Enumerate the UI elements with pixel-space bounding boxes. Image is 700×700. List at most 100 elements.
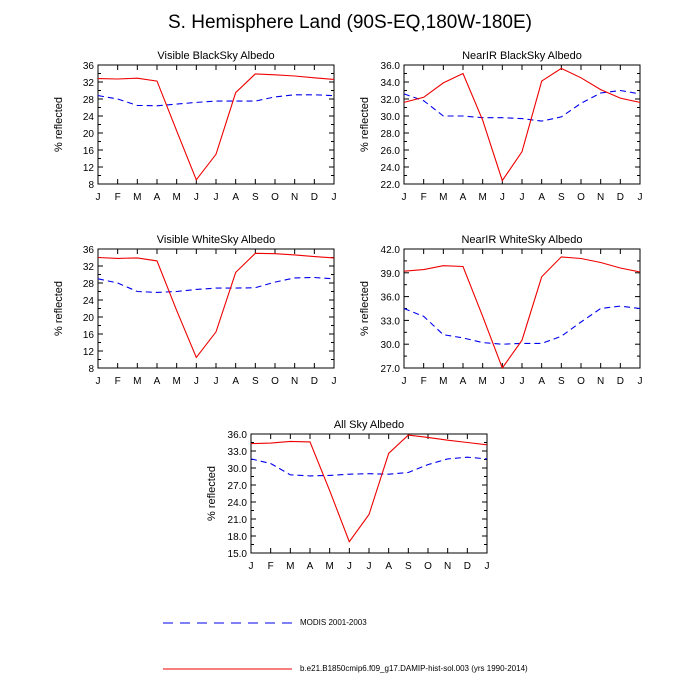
x-tick-label: A <box>232 376 239 387</box>
x-tick-label: O <box>577 376 585 387</box>
y-axis-label: % reflected <box>206 466 218 521</box>
x-tick-label: A <box>538 376 545 387</box>
x-tick-label: N <box>597 376 604 387</box>
x-tick-label: F <box>268 561 274 572</box>
x-tick-label: N <box>597 192 604 203</box>
x-tick-label: O <box>271 376 279 387</box>
y-tick-label: 20 <box>83 313 95 324</box>
x-tick-label: M <box>133 376 141 387</box>
x-tick-label: M <box>325 561 333 572</box>
y-tick-label: 32 <box>83 262 95 273</box>
x-tick-label: A <box>385 561 392 572</box>
x-tick-label: D <box>617 192 624 203</box>
x-tick-label: J <box>194 376 199 387</box>
y-tick-label: 30.0 <box>228 464 248 475</box>
y-tick-label: 21.0 <box>228 515 248 526</box>
x-tick-label: O <box>271 192 279 203</box>
y-axis-label: % reflected <box>53 281 65 336</box>
x-tick-label: F <box>421 192 427 203</box>
y-tick-label: 32.0 <box>381 95 401 106</box>
y-axis-label: % reflected <box>359 97 371 152</box>
x-tick-label: J <box>638 376 643 387</box>
x-tick-label: F <box>115 376 121 387</box>
y-tick-label: 27.0 <box>381 364 401 375</box>
series-line-model <box>250 434 488 543</box>
plot-frame <box>97 248 335 369</box>
x-tick-label: M <box>439 376 447 387</box>
chart-title: All Sky Albedo <box>334 419 404 431</box>
y-tick-label: 42.0 <box>381 245 401 256</box>
x-tick-label: S <box>405 561 412 572</box>
x-tick-label: A <box>154 192 161 203</box>
x-tick-label: J <box>402 376 407 387</box>
plot-frame <box>403 64 641 185</box>
y-tick-label: 24.0 <box>228 498 248 509</box>
y-tick-label: 28 <box>83 279 95 290</box>
y-tick-label: 36 <box>83 245 95 256</box>
y-tick-label: 36.0 <box>228 430 248 441</box>
x-tick-label: J <box>402 192 407 203</box>
x-tick-label: F <box>115 192 121 203</box>
x-tick-label: S <box>252 376 259 387</box>
y-tick-label: 32 <box>83 78 95 89</box>
x-tick-label: O <box>577 192 585 203</box>
x-tick-label: A <box>460 192 467 203</box>
x-tick-label: J <box>332 376 337 387</box>
x-tick-label: M <box>133 192 141 203</box>
chart-title: Visible WhiteSky Albedo <box>157 234 275 246</box>
chart-title: NearIR BlackSky Albedo <box>462 50 582 62</box>
series-line-modis <box>250 456 488 477</box>
x-tick-label: S <box>558 192 565 203</box>
x-tick-label: A <box>460 376 467 387</box>
x-tick-label: J <box>194 192 199 203</box>
page-title: S. Hemisphere Land (90S-EQ,180W-180E) <box>168 12 532 33</box>
y-tick-label: 33.0 <box>228 447 248 458</box>
x-tick-label: J <box>500 192 505 203</box>
y-tick-label: 27.0 <box>228 481 248 492</box>
plot-frame <box>250 433 488 554</box>
x-tick-label: O <box>424 561 432 572</box>
x-tick-label: J <box>96 192 101 203</box>
x-tick-label: A <box>307 561 314 572</box>
x-tick-label: J <box>638 192 643 203</box>
y-tick-label: 28 <box>83 95 95 106</box>
y-tick-label: 36.0 <box>381 61 401 72</box>
x-tick-label: J <box>249 561 254 572</box>
x-tick-label: J <box>347 561 352 572</box>
x-tick-label: J <box>214 192 219 203</box>
series-line-modis <box>97 276 335 293</box>
y-tick-label: 16 <box>83 146 95 157</box>
series-line-model <box>403 256 641 370</box>
y-tick-label: 22.0 <box>381 180 401 191</box>
x-tick-label: A <box>154 376 161 387</box>
x-tick-label: J <box>96 376 101 387</box>
x-tick-label: N <box>291 376 298 387</box>
series-line-model <box>97 252 335 359</box>
y-tick-label: 16 <box>83 330 95 341</box>
x-tick-label: M <box>172 192 180 203</box>
x-tick-label: J <box>214 376 219 387</box>
y-tick-label: 15.0 <box>228 549 248 560</box>
y-tick-label: 12 <box>83 163 95 174</box>
x-tick-label: M <box>286 561 294 572</box>
x-tick-label: D <box>617 376 624 387</box>
chart-title: NearIR WhiteSky Albedo <box>461 234 582 246</box>
y-tick-label: 24.0 <box>381 163 401 174</box>
y-tick-label: 24 <box>83 296 95 307</box>
x-tick-label: A <box>538 192 545 203</box>
x-tick-label: D <box>311 376 318 387</box>
series-line-model <box>97 73 335 181</box>
y-tick-label: 30.0 <box>381 340 401 351</box>
x-tick-label: M <box>172 376 180 387</box>
series-line-modis <box>97 94 335 107</box>
y-tick-label: 34.0 <box>381 78 401 89</box>
x-tick-label: J <box>500 376 505 387</box>
x-tick-label: F <box>421 376 427 387</box>
series-line-modis <box>403 89 641 122</box>
